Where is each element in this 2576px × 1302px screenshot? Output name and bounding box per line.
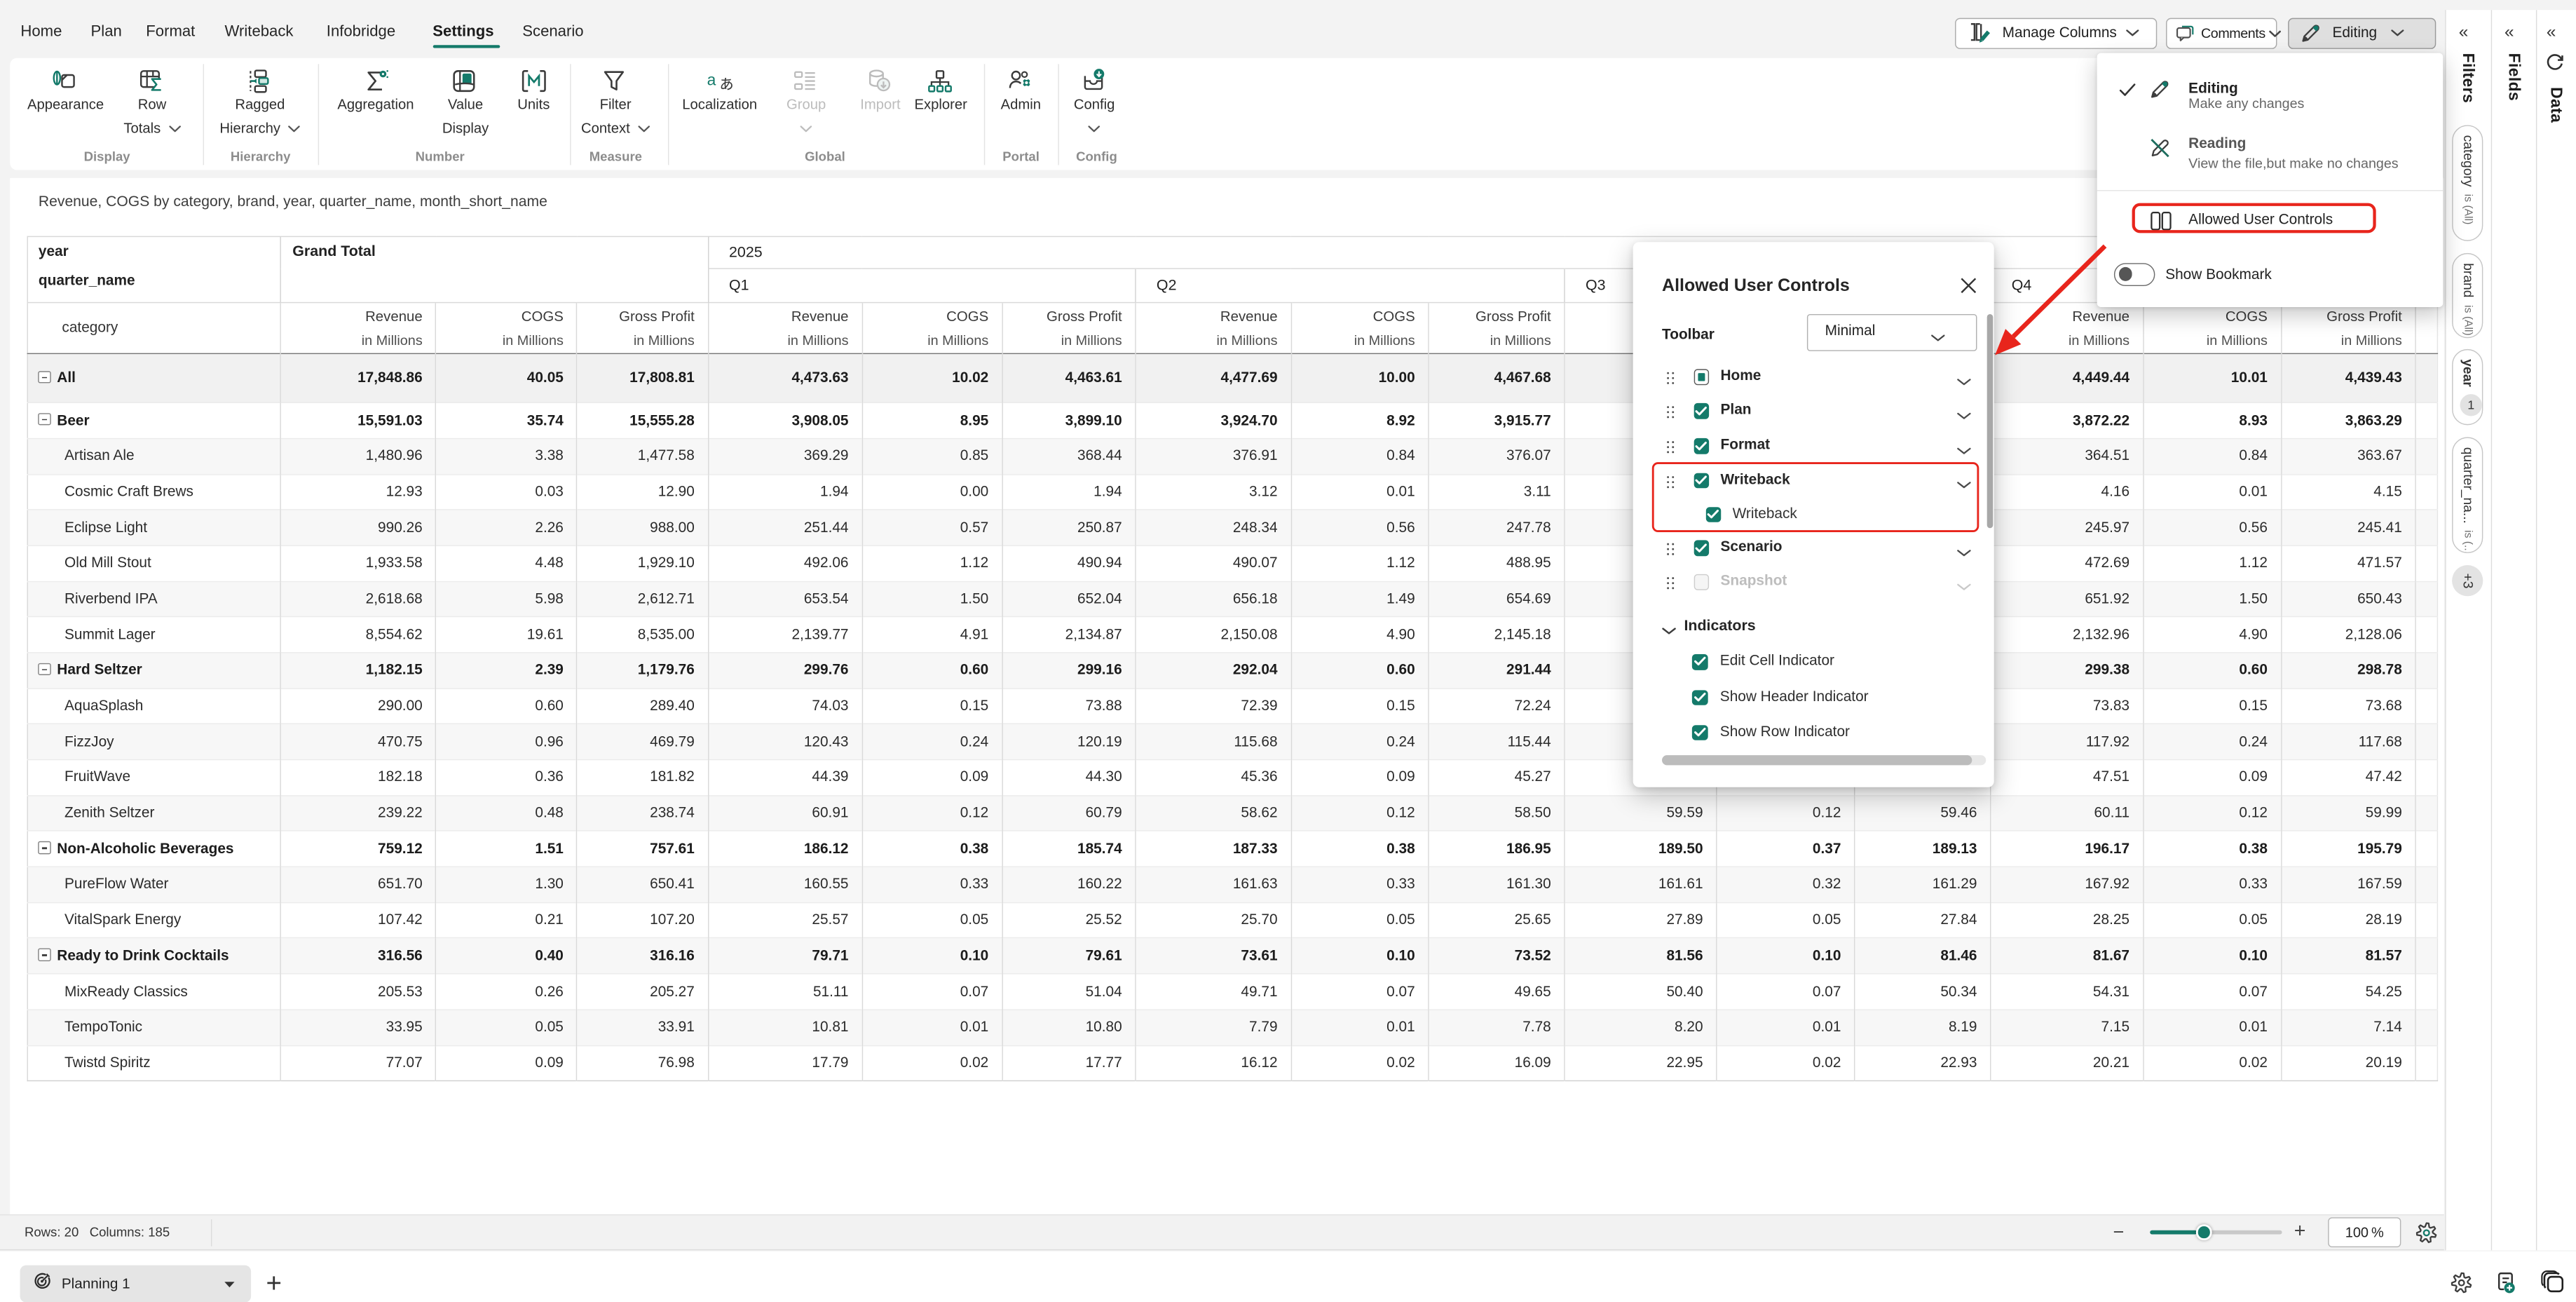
svg-text:ぁ: ぁ	[718, 74, 735, 93]
svg-text:a: a	[707, 70, 716, 88]
